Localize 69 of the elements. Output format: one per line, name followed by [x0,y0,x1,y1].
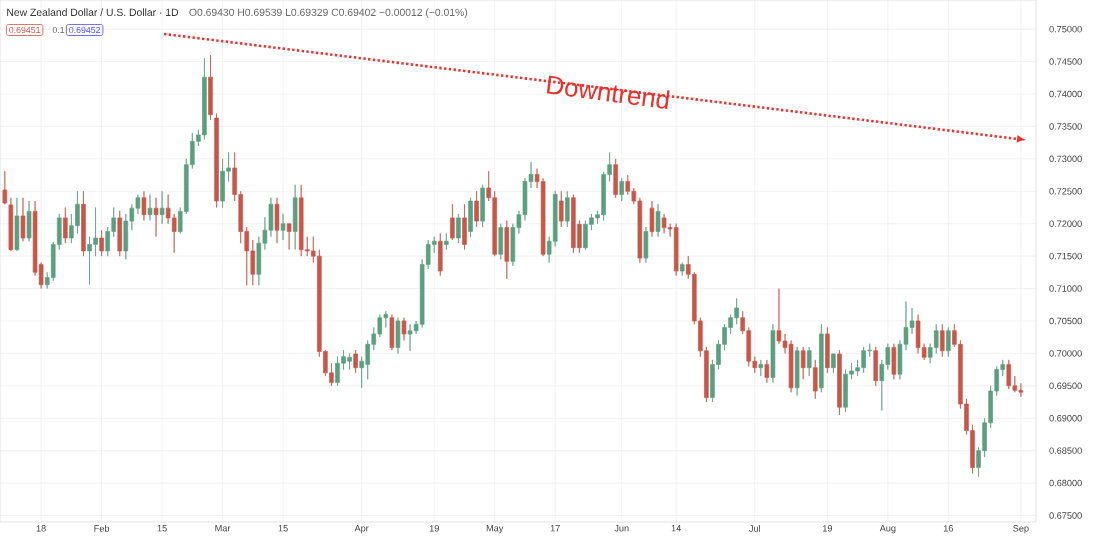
candlestick [673,223,679,276]
candlestick [286,223,292,250]
candlestick [891,343,897,380]
candlestick [558,190,564,228]
candlestick [800,346,806,380]
candlestick [298,184,304,257]
candlestick [770,323,776,383]
candlestick [837,349,842,416]
candlestick [407,323,413,352]
candlestick [1018,382,1024,398]
candlestick [831,353,836,374]
candlestick [643,226,649,263]
candlestick [583,220,588,250]
candlestick [450,203,455,241]
candlestick [504,220,510,280]
candlestick [280,213,286,241]
candlestick [946,327,951,357]
candlestick [794,346,800,396]
candlestick [1006,359,1012,390]
candlestick [825,327,830,374]
candlestick [401,317,407,341]
candlestick [498,223,504,260]
candlestick [861,346,866,374]
candlestick [153,197,159,238]
candlestick [353,349,358,374]
candlestick [220,158,225,208]
candlestick [14,197,20,252]
candlestick [63,207,68,244]
candlestick [843,369,848,413]
candlestick [873,346,879,387]
candlestick [468,197,473,238]
candlestick [292,184,298,250]
candlestick [655,203,661,238]
candlestick [915,314,921,354]
candlestick [159,190,165,225]
candlestick [274,197,280,244]
candlestick [758,359,764,377]
candlestick [147,194,153,221]
candlestick [456,213,461,244]
annotation: Downtrend [546,75,670,110]
candlestick [117,210,123,257]
candlestick [939,323,945,357]
candlestick [81,190,86,257]
candlestick [26,200,32,242]
candlestick [347,353,352,370]
candlestick [819,323,824,393]
candlestick [202,58,207,140]
candlestick [806,346,812,377]
candlestick [764,359,770,383]
candlestick [335,356,340,387]
candlestick [661,213,667,234]
candlestick [480,184,485,228]
candlestick [444,233,449,250]
candlestick [788,340,794,393]
candlestick [462,203,467,250]
candlestick [679,262,685,276]
candlestick [20,197,26,242]
candlestick [649,200,655,238]
candlestick [613,158,618,199]
candlestick [571,194,576,254]
candlestick [389,314,395,351]
candlestick [438,233,443,276]
candlestick [565,190,570,228]
candlestick [619,177,625,202]
candlestick [812,359,818,400]
candlestick [141,190,147,221]
candlestick [474,190,479,228]
candlestick [395,317,401,354]
candlestick [99,229,104,257]
